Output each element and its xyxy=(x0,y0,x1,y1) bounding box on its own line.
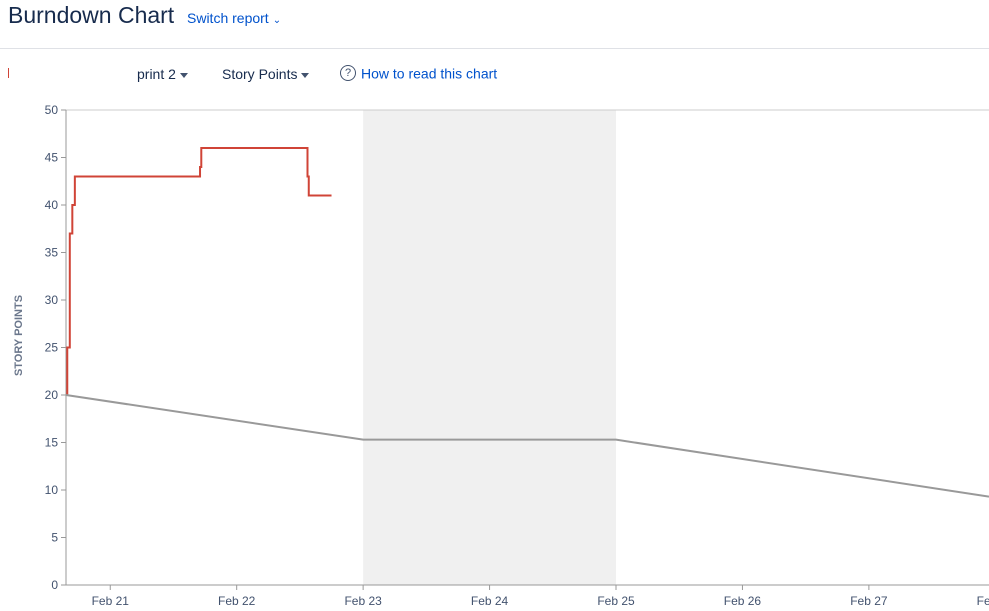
sprint-dropdown[interactable]: print 2 xyxy=(137,66,188,82)
x-tick-label: Feb 27 xyxy=(850,594,888,608)
y-tick-label: 0 xyxy=(51,578,58,592)
nonworking-days-band xyxy=(363,110,617,585)
y-tick-label: 45 xyxy=(45,151,59,165)
y-tick-label: 10 xyxy=(45,483,59,497)
header-divider xyxy=(0,48,989,49)
how-to-read-label: How to read this chart xyxy=(361,65,498,82)
y-tick-label: 5 xyxy=(51,531,58,545)
guideline-line xyxy=(65,394,989,498)
y-tick-label: 30 xyxy=(45,293,59,307)
question-circle-icon: ? xyxy=(340,65,356,82)
caret-down-icon xyxy=(301,72,310,78)
y-tick-label: 35 xyxy=(45,246,59,260)
switch-report-button[interactable]: Switch report ⌄ xyxy=(187,10,281,26)
accent-marker xyxy=(8,68,9,78)
page-title: Burndown Chart xyxy=(8,2,175,28)
estimate-dropdown-label: Story Points xyxy=(222,66,298,82)
y-tick-label: 25 xyxy=(45,341,59,355)
x-tick-label: Feb 26 xyxy=(724,594,762,608)
x-tick-label: Feb 23 xyxy=(344,594,382,608)
y-tick-label: 20 xyxy=(45,388,59,402)
x-tick-label: Feb 25 xyxy=(597,594,635,608)
how-to-read-link[interactable]: ? How to read this chart xyxy=(340,64,498,82)
x-tick-label: Feb 24 xyxy=(471,594,509,608)
switch-report-label: Switch report xyxy=(187,10,269,26)
remaining-line xyxy=(66,147,332,396)
x-tick-label: Feb 22 xyxy=(218,594,256,608)
sprint-dropdown-label: print 2 xyxy=(137,66,176,82)
chevron-down-icon: ⌄ xyxy=(272,15,282,26)
x-tick-label: Feb 21 xyxy=(92,594,130,608)
y-axis-title: STORY POINTS xyxy=(13,295,25,376)
x-tick-label: Feb 28 xyxy=(977,594,989,608)
caret-down-icon xyxy=(179,72,188,78)
y-tick-label: 15 xyxy=(45,436,59,450)
y-tick-label: 40 xyxy=(45,198,59,212)
y-tick-label: 50 xyxy=(45,103,59,117)
estimate-dropdown[interactable]: Story Points xyxy=(222,66,310,82)
